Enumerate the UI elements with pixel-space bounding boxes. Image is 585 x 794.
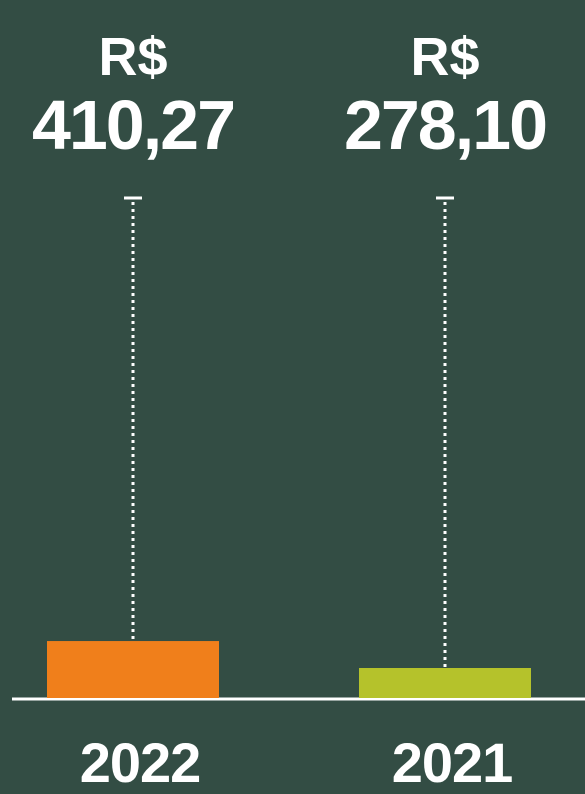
x-tick-label: 2021 [391,731,514,794]
value-label: R$ 278,10 [343,27,548,164]
bar [47,641,219,698]
x-tick-label: 2022 [79,731,202,794]
value-label: R$ 410,27 [31,27,236,164]
bar [359,668,531,698]
